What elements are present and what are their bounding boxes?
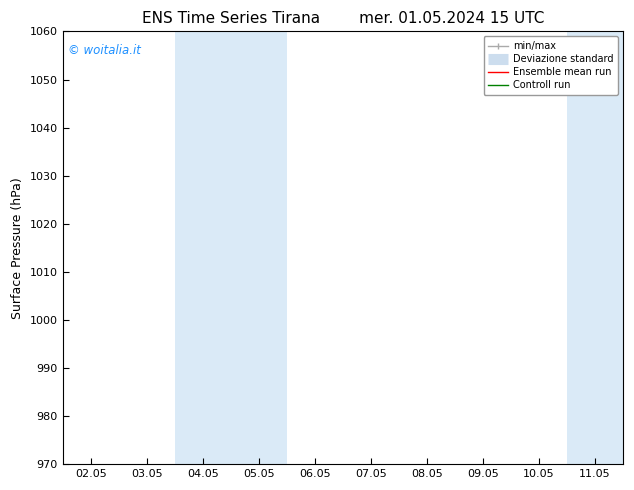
Text: © woitalia.it: © woitalia.it [68, 45, 141, 57]
Bar [175, 31, 287, 464]
Title: ENS Time Series Tirana        mer. 01.05.2024 15 UTC: ENS Time Series Tirana mer. 01.05.2024 1… [141, 11, 544, 26]
Y-axis label: Surface Pressure (hPa): Surface Pressure (hPa) [11, 177, 24, 318]
Bar [567, 31, 623, 464]
Legend: min/max, Deviazione standard, Ensemble mean run, Controll run: min/max, Deviazione standard, Ensemble m… [484, 36, 618, 95]
